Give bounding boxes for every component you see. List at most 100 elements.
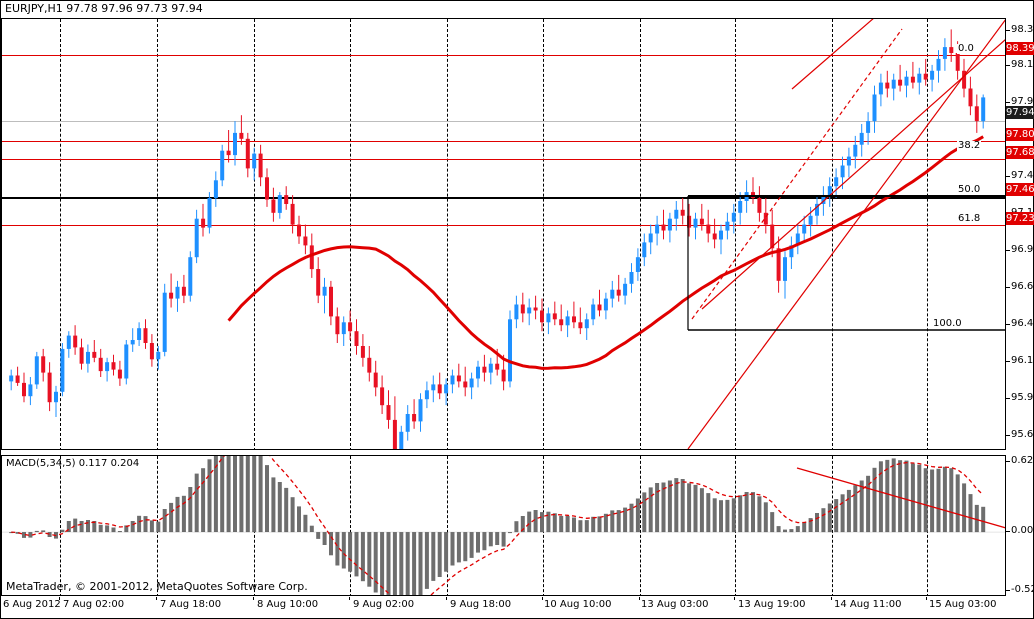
candle-body (386, 405, 391, 420)
macd-histogram-bar (386, 532, 391, 595)
macd-histogram-bar (687, 483, 692, 533)
candle-body (693, 218, 698, 228)
candle-body (495, 363, 500, 370)
trendline-channel-lower[interactable] (687, 19, 1005, 449)
macd-histogram-bar (92, 521, 97, 533)
macd-histogram-bar (527, 511, 532, 533)
horizontal-level-line[interactable] (2, 121, 1005, 122)
macd-histogram-bar (827, 503, 832, 533)
macd-histogram-bar (47, 532, 52, 537)
macd-histogram-bar (591, 516, 596, 533)
candle-body (265, 177, 269, 200)
candle-body (878, 82, 883, 95)
macd-histogram-bar (188, 487, 193, 532)
candle-body (290, 203, 295, 225)
time-axis-label: 9 Aug 18:00 (450, 599, 512, 610)
macd-histogram-bar (846, 489, 851, 533)
macd-signal-line[interactable] (11, 456, 984, 596)
time-axis[interactable]: 6 Aug 2012 7 Aug 02:00 7 Aug 18:00 8 Aug 10… (1, 597, 1033, 618)
candle-body (316, 269, 321, 296)
moving-average-line[interactable] (227, 135, 984, 370)
time-axis-label: 15 Aug 03:00 (929, 599, 997, 610)
macd-histogram-bar (213, 456, 218, 532)
macd-histogram-bar (22, 532, 26, 538)
candle-body (86, 351, 90, 364)
price-axis[interactable]: 98.3998.1597.9097.6597.4097.1596.9096.65… (1005, 18, 1034, 450)
copyright-text: MetaTrader, © 2001-2012, MetaQuotes Soft… (6, 580, 308, 593)
time-axis-label: 7 Aug 18:00 (160, 599, 222, 610)
macd-axis[interactable]: 0.62 0.00 -0.529 (1005, 455, 1034, 596)
macd-histogram-bar (329, 532, 333, 556)
candle-body (188, 257, 193, 296)
candle-body (661, 224, 666, 231)
horizontal-level-line[interactable] (2, 225, 1005, 226)
macd-histogram-bar (450, 532, 455, 566)
candle-body (329, 286, 333, 317)
candle-body (405, 414, 410, 432)
candle-body (149, 343, 154, 360)
horizontal-level-line[interactable] (2, 141, 1005, 142)
candle-body (143, 328, 148, 343)
candle-body (450, 375, 455, 385)
macd-histogram-bar (476, 532, 480, 553)
candle-body (124, 344, 129, 379)
price-axis-label: 96.40 (1011, 318, 1034, 329)
macd-histogram-bar (661, 482, 666, 533)
macd-histogram-bar (584, 520, 589, 533)
horizontal-level-line[interactable] (2, 159, 1005, 160)
macd-histogram-bar (463, 532, 468, 562)
candle-body (360, 346, 365, 358)
macd-histogram-bar (501, 532, 506, 547)
macd-histogram-bar (520, 516, 525, 533)
candle-body (559, 319, 564, 326)
fib-level-label: 38.2 (957, 140, 982, 151)
axis-tick (1006, 176, 1010, 177)
candle-body (923, 73, 928, 80)
candle-body (520, 304, 525, 314)
time-axis-label: 9 Aug 02:00 (353, 599, 415, 610)
candle-body (942, 47, 947, 59)
macd-histogram-bar (917, 464, 922, 533)
time-axis-tick (831, 597, 832, 600)
macd-histogram-bar (783, 529, 787, 533)
candle-body (834, 177, 839, 187)
price-chart-pane[interactable]: 0.0 38.2 50.0 61.8 100.0 (1, 18, 1005, 450)
macd-histogram-bar (540, 512, 544, 533)
macd-histogram-bar (674, 478, 679, 533)
horizontal-level-line[interactable] (2, 55, 1005, 56)
time-axis-tick (349, 597, 350, 600)
trendline-dashed[interactable] (691, 28, 903, 320)
macd-histogram-bar (290, 497, 295, 533)
macd-histogram-bar (392, 532, 397, 595)
candle-body (297, 224, 301, 237)
candle-body (904, 76, 909, 86)
gridline-vertical (640, 19, 641, 449)
candle-body (891, 79, 896, 89)
trendline-channel-mid[interactable] (701, 39, 1005, 310)
macd-histogram-bar (239, 456, 244, 533)
macd-histogram-bar (616, 510, 621, 533)
candle-body (648, 233, 653, 243)
macd-drawing-layer (2, 456, 1005, 596)
macd-trendline[interactable] (796, 467, 1005, 529)
trendline-channel-upper[interactable] (791, 19, 942, 90)
candle-body (181, 286, 186, 296)
candle-body (616, 289, 621, 296)
candle-body (444, 384, 449, 394)
gridline-vertical (254, 19, 255, 449)
macd-histogram-bar (795, 526, 800, 532)
macd-header: MACD(5,34,5) 0.117 0.204 (6, 458, 140, 469)
candle-body (424, 390, 429, 400)
candle-body (156, 351, 161, 360)
price-tag: 97.23 (1006, 212, 1034, 225)
macd-indicator-pane[interactable]: MACD(5,34,5) 0.117 0.204 (1, 455, 1005, 596)
time-axis-label: 13 Aug 03:00 (641, 599, 709, 610)
macd-histogram (9, 456, 986, 595)
candle-body (770, 224, 775, 249)
candle-body (859, 132, 864, 145)
candle-body (105, 362, 110, 372)
horizontal-level-line[interactable] (2, 197, 1005, 199)
candle-body (258, 153, 263, 178)
macd-histogram-bar (968, 494, 973, 533)
gridline-vertical (832, 19, 833, 449)
